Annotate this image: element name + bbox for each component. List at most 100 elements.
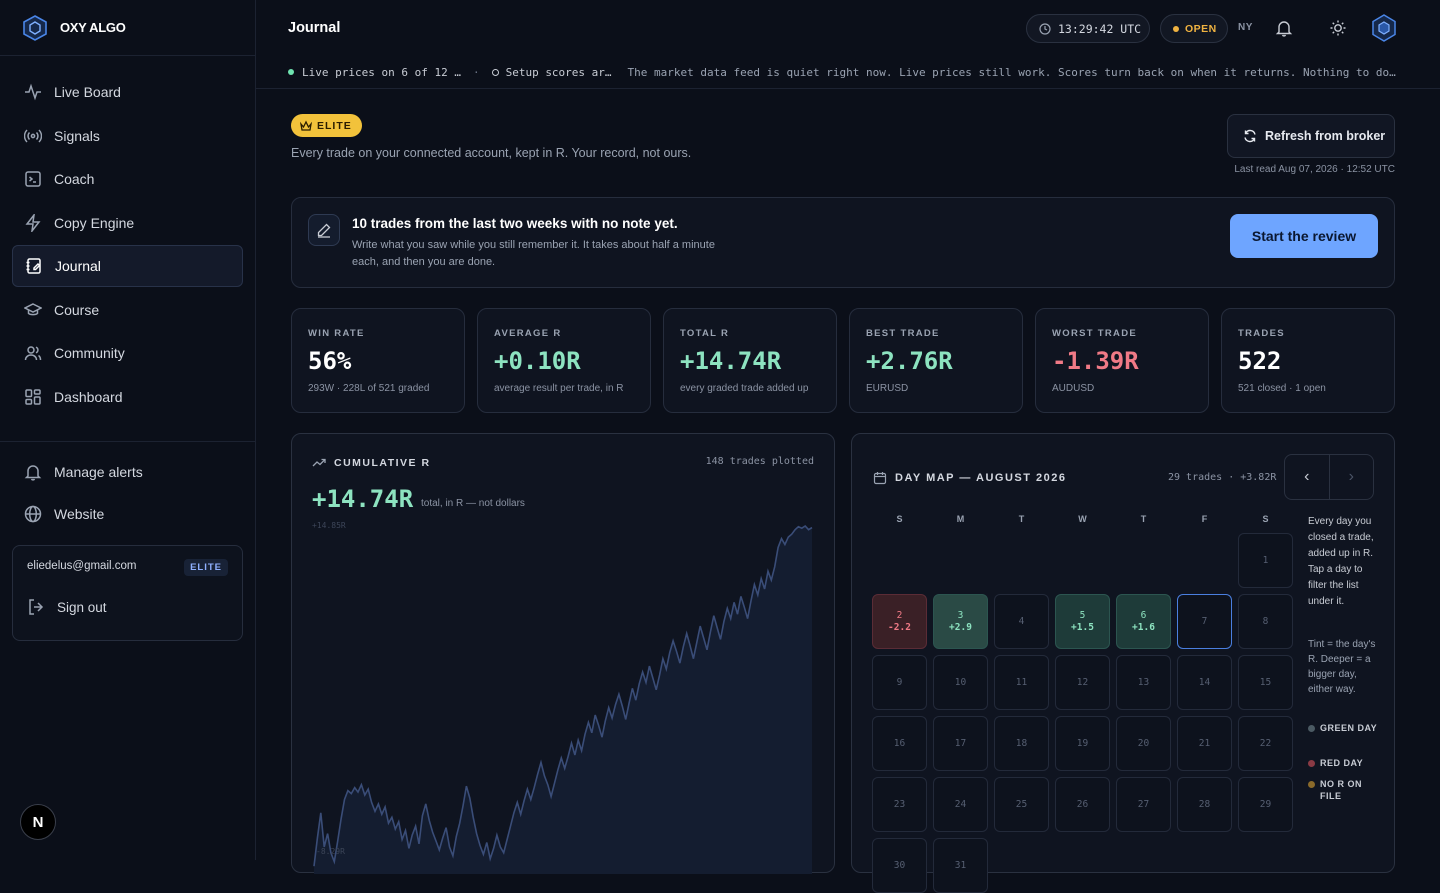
day-cell-28[interactable]: 28: [1177, 777, 1232, 832]
sidebar-item-website[interactable]: Website: [12, 493, 243, 535]
day-number: 5: [1079, 610, 1086, 621]
day-cell-24[interactable]: 24: [933, 777, 988, 832]
stat-subtext: AUDUSD: [1052, 383, 1095, 394]
day-cell-26[interactable]: 26: [1055, 777, 1110, 832]
legend-item: NO R ON FILE: [1308, 778, 1378, 802]
day-cell-22[interactable]: 22: [1238, 716, 1293, 771]
day-cell-13[interactable]: 13: [1116, 655, 1171, 710]
day-map-summary: 29 trades · +3.82R: [1168, 472, 1277, 483]
day-map-card: DAY MAP — AUGUST 2026 29 trades · +3.82R…: [851, 433, 1395, 893]
weekday-label: W: [1078, 514, 1087, 524]
legend-label: GREEN DAY: [1320, 723, 1378, 733]
brand[interactable]: OXY ALGO: [0, 0, 255, 56]
legend-swatch-icon: [1308, 760, 1315, 767]
calendar-icon: [873, 471, 887, 485]
day-cell-15[interactable]: 15: [1238, 655, 1293, 710]
legend-item: RED DAY: [1308, 757, 1378, 769]
day-cell-14[interactable]: 14: [1177, 655, 1232, 710]
sidebar-item-label: Website: [54, 506, 105, 522]
live-dot-icon: [288, 69, 294, 75]
weekday-label: T: [1140, 514, 1147, 524]
stat-label: BEST TRADE: [866, 328, 940, 339]
refresh-from-broker-button[interactable]: Refresh from broker: [1227, 114, 1395, 158]
legend-label: NO R ON FILE: [1320, 779, 1363, 801]
day-cell-5[interactable]: 5 +1.5: [1055, 594, 1110, 649]
theme-toggle-sun-icon[interactable]: [1329, 19, 1347, 37]
legend-swatch-icon: [1308, 725, 1315, 732]
sidebar-item-copy-engine[interactable]: Copy Engine: [12, 202, 243, 244]
refresh-label: Refresh from broker: [1265, 129, 1386, 143]
next-month-button[interactable]: ›: [1328, 455, 1374, 499]
day-cell-18[interactable]: 18: [994, 716, 1049, 771]
previous-month-button[interactable]: ‹: [1304, 468, 1310, 485]
day-number: 14: [1198, 677, 1211, 688]
bell-icon: [24, 463, 42, 481]
start-review-button[interactable]: Start the review: [1230, 214, 1378, 258]
day-number: 11: [1015, 677, 1028, 688]
day-cell-16[interactable]: 16: [872, 716, 927, 771]
day-cell-1[interactable]: 1: [1238, 533, 1293, 588]
pen-icon: [308, 214, 340, 246]
activity-icon: [24, 83, 42, 101]
trades-plotted: 148 trades plotted: [705, 456, 814, 467]
day-cell-4[interactable]: 4: [994, 594, 1049, 649]
sidebar-item-community[interactable]: Community: [12, 332, 243, 374]
month-navigation: ‹ ›: [1284, 454, 1374, 500]
notifications-bell-icon[interactable]: [1275, 19, 1293, 37]
day-cell-3[interactable]: 3 +2.9: [933, 594, 988, 649]
cumulative-r-chart[interactable]: +14.85R -8.29R: [310, 514, 816, 874]
day-number: 20: [1137, 738, 1150, 749]
sidebar-item-manage-alerts[interactable]: Manage alerts: [12, 451, 243, 493]
day-cell-30[interactable]: 30: [872, 838, 927, 893]
day-cell-20[interactable]: 20: [1116, 716, 1171, 771]
crown-icon: [300, 120, 312, 131]
day-cell-19[interactable]: 19: [1055, 716, 1110, 771]
sidebar-item-journal[interactable]: Journal: [12, 245, 243, 287]
day-cell-10[interactable]: 10: [933, 655, 988, 710]
day-cell-17[interactable]: 17: [933, 716, 988, 771]
stat-label: AVERAGE R: [494, 328, 562, 339]
weekday-label: S: [1262, 514, 1269, 524]
day-cell-8[interactable]: 8: [1238, 594, 1293, 649]
sidebar-item-coach[interactable]: Coach: [12, 158, 243, 200]
day-cell-2[interactable]: 2 -2.2: [872, 594, 927, 649]
day-cell-21[interactable]: 21: [1177, 716, 1232, 771]
day-number: 18: [1015, 738, 1028, 749]
day-cell-6[interactable]: 6 +1.6: [1116, 594, 1171, 649]
day-cell-31[interactable]: 31: [933, 838, 988, 893]
stat-value: +14.74R: [680, 347, 782, 375]
last-read-timestamp: Last read Aug 07, 2026 · 12:52 UTC: [1234, 164, 1395, 175]
legend-label: RED DAY: [1320, 758, 1364, 768]
day-cell-11[interactable]: 11: [994, 655, 1049, 710]
dev-tools-badge[interactable]: N: [20, 804, 56, 840]
day-cell-23[interactable]: 23: [872, 777, 927, 832]
clock-time: 13:29:42 UTC: [1058, 21, 1142, 36]
sidebar-item-label: Live Board: [54, 84, 121, 100]
day-cell-7[interactable]: 7: [1177, 594, 1232, 649]
notebook-icon: [25, 257, 43, 275]
page-subtitle: Every trade on your connected account, k…: [291, 146, 692, 160]
plan-badge: ELITE: [184, 559, 228, 576]
globe-icon: [24, 505, 42, 523]
day-cell-25[interactable]: 25: [994, 777, 1049, 832]
sidebar-item-signals[interactable]: Signals: [12, 115, 243, 157]
sidebar-item-dashboard[interactable]: Dashboard: [12, 376, 243, 418]
y-max-label: +14.85R: [312, 521, 346, 530]
grid-icon: [24, 388, 42, 406]
ticker-message: The market data feed is quiet right now.…: [627, 65, 1396, 79]
refresh-icon: [1243, 129, 1257, 143]
sidebar-item-label: Manage alerts: [54, 464, 143, 480]
day-cell-29[interactable]: 29: [1238, 777, 1293, 832]
profile-hexagon-icon[interactable]: [1372, 14, 1396, 42]
sign-out-button[interactable]: Sign out: [27, 598, 107, 616]
review-title: 10 trades from the last two weeks with n…: [352, 216, 678, 231]
sidebar-item-label: Coach: [54, 171, 95, 187]
weekday-label: F: [1201, 514, 1208, 524]
sidebar-item-course[interactable]: Course: [12, 289, 243, 331]
sidebar-item-live-board[interactable]: Live Board: [12, 71, 243, 113]
day-cell-9[interactable]: 9: [872, 655, 927, 710]
day-number: 16: [893, 738, 906, 749]
broadcast-icon: [24, 127, 42, 145]
day-cell-27[interactable]: 27: [1116, 777, 1171, 832]
day-cell-12[interactable]: 12: [1055, 655, 1110, 710]
